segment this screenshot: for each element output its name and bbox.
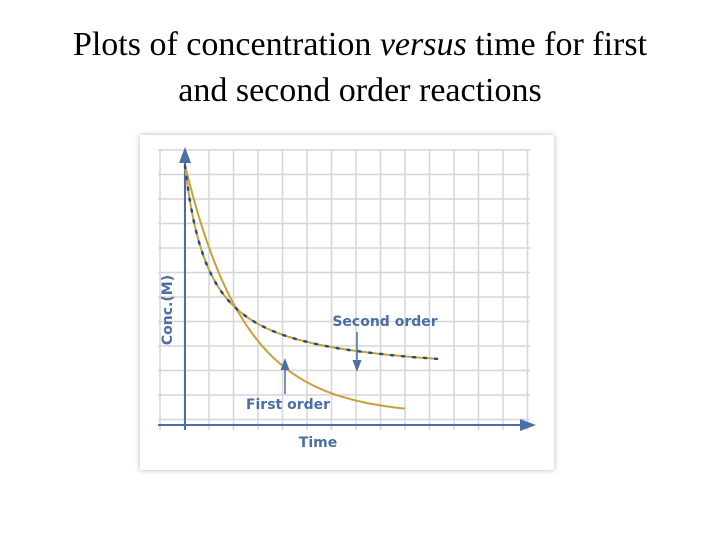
second-order-label: Second order bbox=[332, 314, 437, 330]
title-line: and second order reactions bbox=[178, 72, 542, 109]
title-emphasis: versus bbox=[379, 26, 467, 63]
title-text: time for first bbox=[475, 26, 648, 63]
first-order-curve bbox=[184, 164, 406, 410]
title-text: Plots of concentration bbox=[72, 26, 372, 63]
title-line: Plots of concentration versus time for f… bbox=[0, 22, 720, 68]
y-axis-label: Conc.(M) bbox=[160, 275, 176, 345]
second-order-curve bbox=[184, 165, 438, 360]
first-order-label: First order bbox=[246, 397, 330, 413]
slide-title: Plots of concentration versus time for f… bbox=[0, 22, 720, 114]
x-axis-label: Time bbox=[299, 435, 337, 451]
